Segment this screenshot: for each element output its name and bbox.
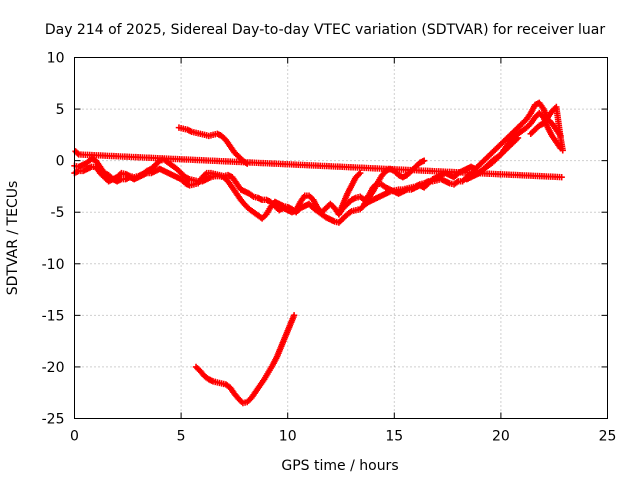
y-tick-label: -15	[42, 308, 65, 324]
x-tick-label: 5	[177, 429, 186, 445]
x-axis-label: GPS time / hours	[281, 458, 398, 474]
data-point	[558, 173, 565, 181]
y-tick-label: 0	[56, 154, 65, 170]
axis-ticks: 0 5 10 15 20 25 10 5 0 -5 -10 -15 -20 -25	[42, 51, 617, 445]
x-tick-label: 25	[599, 429, 617, 445]
x-tick-label: 15	[385, 429, 403, 445]
x-tick-label: 20	[492, 429, 510, 445]
y-tick-label: 10	[47, 51, 65, 67]
y-axis-label: SDTVAR / TECUs	[5, 181, 21, 296]
y-tick-label: -10	[42, 257, 65, 273]
grid	[74, 57, 608, 419]
plot-frame	[74, 57, 608, 419]
data-point	[356, 169, 364, 177]
chart-title: Day 214 of 2025, Sidereal Day-to-day VTE…	[45, 22, 606, 38]
x-tick-label: 0	[70, 429, 79, 445]
y-tick-label: -5	[51, 205, 65, 221]
x-tick-label: 10	[279, 429, 297, 445]
data-point	[290, 312, 298, 319]
y-tick-label: -20	[42, 360, 65, 376]
y-tick-label: 5	[56, 102, 65, 118]
data-point	[420, 157, 428, 164]
data-points	[71, 99, 566, 407]
y-tick-label: -25	[42, 412, 65, 428]
data-point	[514, 134, 522, 142]
data-point	[74, 150, 81, 157]
data-point	[559, 147, 566, 154]
